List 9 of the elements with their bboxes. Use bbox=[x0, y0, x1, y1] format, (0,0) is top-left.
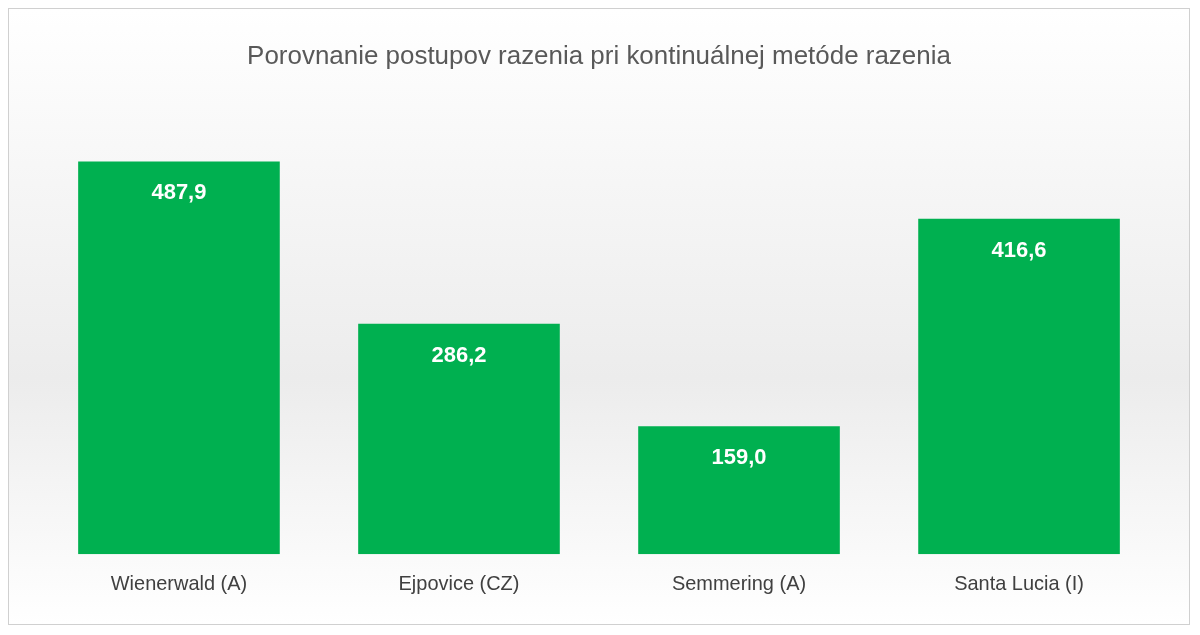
data-label: 286,2 bbox=[431, 341, 487, 367]
chart-title: Porovnanie postupov razenia pri kontinuálnej metóde razenia bbox=[247, 40, 952, 69]
x-tick-label: Santa Lucia (I) bbox=[954, 571, 1084, 594]
data-label: 487,9 bbox=[151, 179, 207, 205]
data-label: 159,0 bbox=[711, 444, 767, 470]
x-tick-label: Ejpovice (CZ) bbox=[398, 571, 520, 594]
x-tick-label: Wienerwald (A) bbox=[110, 571, 248, 594]
data-label: 416,6 bbox=[991, 236, 1047, 262]
x-tick-label: Semmering (A) bbox=[671, 571, 807, 594]
